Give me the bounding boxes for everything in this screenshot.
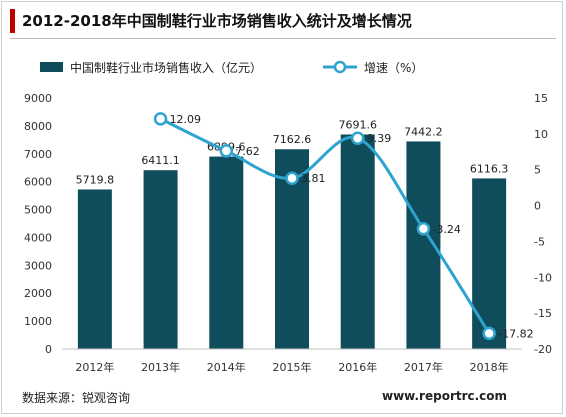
y-right-tick-label: -5	[534, 235, 545, 248]
bar-value-label: 6411.1	[141, 154, 180, 167]
y-left-tick-label: 6000	[24, 176, 52, 189]
growth-rate-label: 9.39	[367, 132, 392, 145]
y-left-tick-label: 3000	[24, 259, 52, 272]
y-right-tick-label: 15	[534, 92, 548, 105]
bar-value-label: 7691.6	[338, 118, 377, 131]
y-left-tick-label: 1000	[24, 315, 52, 328]
growth-rate-point	[416, 222, 431, 236]
x-tick-label: 2014年	[207, 360, 246, 374]
legend-line-marker	[333, 60, 347, 74]
x-tick-label: 2015年	[273, 360, 312, 374]
bar	[77, 189, 112, 349]
legend-line-label: 增速（%）	[364, 61, 423, 75]
y-left-tick-label: 4000	[24, 231, 52, 244]
bar-value-label: 5719.8	[76, 173, 115, 186]
growth-rate-label: 7.62	[235, 145, 259, 158]
growth-rate-point	[350, 131, 365, 145]
bar-labels-layer: 5719.86411.16899.67162.67691.67442.26116…	[76, 118, 509, 186]
y-right-tick-label: 0	[534, 200, 541, 213]
y-right-tick-label: 5	[534, 164, 541, 177]
growth-rate-label: -17.82	[498, 327, 533, 340]
legend-bar-label: 中国制鞋行业市场销售收入（亿元）	[70, 60, 262, 75]
bar-value-label: 7162.6	[273, 133, 312, 146]
growth-rate-label: 12.09	[170, 113, 202, 126]
title-accent-bar	[10, 9, 15, 33]
legend: 中国制鞋行业市场销售收入（亿元） 增速（%）	[40, 60, 423, 75]
x-tick-label: 2018年	[470, 360, 509, 374]
x-tick-label: 2012年	[75, 360, 114, 374]
website-url: www.reportrc.com	[382, 389, 508, 403]
x-tick-label: 2017年	[404, 360, 443, 374]
y-right-tick-label: -20	[534, 343, 552, 356]
bar	[340, 134, 375, 349]
line-layer: 12.09 7.62 3.81 9.39 -3.24 -17.82	[153, 112, 534, 341]
bar	[472, 178, 507, 349]
x-tick-label: 2013年	[141, 360, 180, 374]
title-divider	[10, 38, 556, 39]
bar-value-label: 7442.2	[404, 125, 443, 138]
growth-rate-point	[285, 171, 299, 185]
growth-rate-point	[219, 144, 234, 158]
growth-rate-point	[482, 326, 496, 341]
y-left-tick-label: 7000	[24, 148, 52, 161]
y-right-tick-label: -10	[534, 271, 552, 284]
y-left-tick-label: 9000	[24, 92, 52, 105]
axis-layer: 0 1000 2000 3000 4000 5000 6000 7000 8000 9000 -20…	[24, 92, 552, 374]
growth-rate-label: -3.24	[432, 223, 460, 236]
y-right-tick-label: 10	[534, 128, 548, 141]
y-right-tick-label: -15	[534, 307, 552, 320]
growth-rate-label: 3.81	[301, 172, 326, 185]
chart-title: 2012-2018年中国制鞋行业市场销售收入统计及增长情况	[22, 12, 412, 30]
data-source-note: 数据来源：锐观咨询	[22, 391, 131, 405]
y-left-tick-label: 2000	[24, 287, 52, 300]
growth-rate-point	[153, 112, 168, 126]
y-left-tick-label: 0	[45, 343, 52, 356]
bar	[209, 156, 244, 349]
bar	[143, 170, 178, 349]
y-left-tick-label: 5000	[24, 204, 52, 217]
x-tick-label: 2016年	[338, 360, 377, 374]
y-left-tick-label: 8000	[24, 120, 52, 133]
bar-value-label: 6116.3	[470, 162, 509, 175]
legend-bar-swatch	[40, 62, 63, 72]
